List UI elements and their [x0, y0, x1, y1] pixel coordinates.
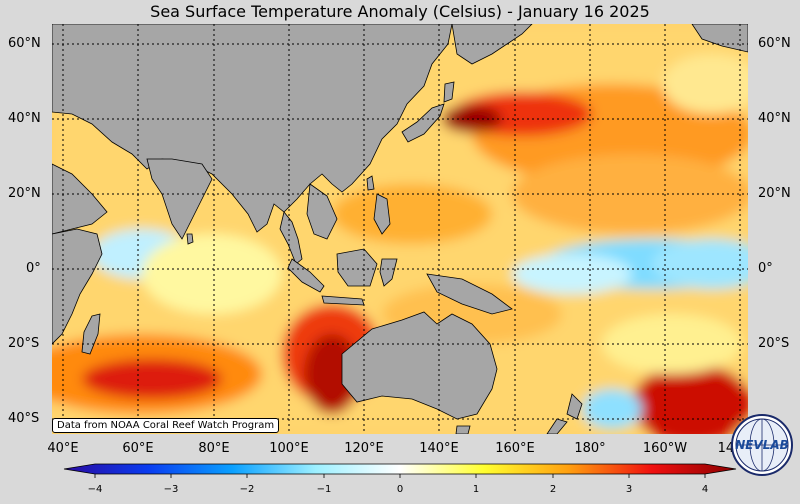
lat-label-left: 20°S [8, 336, 40, 351]
graticule [52, 24, 748, 434]
lon-label: 60°E [122, 441, 154, 456]
colorbar-tick: −2 [239, 484, 255, 495]
globe-icon: NEVLAB [731, 414, 793, 476]
lon-label: 80°E [198, 441, 230, 456]
lat-label-right: 40°N [758, 111, 791, 126]
lat-label-right: 60°N [758, 36, 791, 51]
lon-label: 100°E [269, 441, 309, 456]
logo-text: NEVLAB [735, 438, 789, 452]
colorbar-tick: 2 [549, 484, 557, 495]
lat-label-left: 60°N [8, 36, 41, 51]
colorbar-tick: 1 [472, 484, 480, 495]
lat-label-left: 20°N [8, 186, 41, 201]
colorbar-tick: −4 [87, 484, 103, 495]
lon-label: 120°E [344, 441, 384, 456]
lon-label: 140°E [419, 441, 459, 456]
map-graphic [52, 24, 748, 434]
lat-label-left: 40°S [8, 411, 40, 426]
colorbar-graphic [63, 463, 737, 478]
lat-label-right: 0° [758, 261, 773, 276]
colorbar-tick: −3 [163, 484, 179, 495]
lat-label-left: 0° [26, 261, 41, 276]
data-credit: Data from NOAA Coral Reef Watch Program [52, 418, 280, 433]
colorbar-tick: 3 [625, 484, 633, 495]
colorbar-tick: 4 [701, 484, 709, 495]
lon-label: 180° [574, 441, 606, 456]
anomaly-map [52, 24, 748, 434]
lon-label: 40°E [47, 441, 79, 456]
lon-label: 160°W [642, 441, 688, 456]
lat-label-left: 40°N [8, 111, 41, 126]
colorbar [0, 458, 800, 500]
colorbar-tick: −1 [316, 484, 332, 495]
map-title: Sea Surface Temperature Anomaly (Celsius… [150, 2, 650, 21]
lat-label-right: 20°N [758, 186, 791, 201]
colorbar-tick: 0 [396, 484, 404, 495]
nevlab-logo: NEVLAB [730, 413, 794, 477]
lat-label-right: 20°S [758, 336, 790, 351]
lon-label: 160°E [495, 441, 535, 456]
